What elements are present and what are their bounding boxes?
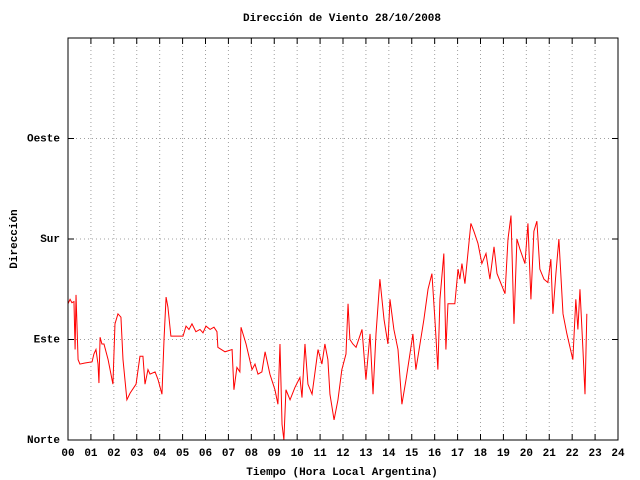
x-tick-label: 09 [268, 448, 281, 460]
x-tick-label: 08 [245, 448, 259, 460]
y-tick-label: Sur [40, 234, 60, 246]
y-axis-label: Dirección [9, 209, 21, 268]
x-tick-label: 00 [61, 448, 74, 460]
x-tick-label: 18 [474, 448, 488, 460]
x-tick-label: 23 [588, 448, 602, 460]
x-tick-label: 14 [382, 448, 396, 460]
y-tick-label: Oeste [27, 133, 60, 145]
x-tick-label: 22 [566, 448, 579, 460]
x-tick-label: 13 [359, 448, 373, 460]
x-tick-label: 19 [497, 448, 510, 460]
x-tick-label: 06 [199, 448, 212, 460]
x-tick-label: 16 [428, 448, 441, 460]
x-tick-label: 01 [84, 448, 98, 460]
x-tick-label: 20 [520, 448, 533, 460]
x-tick-label: 15 [405, 448, 419, 460]
x-tick-label: 03 [130, 448, 144, 460]
x-tick-label: 10 [291, 448, 304, 460]
x-tick-label: 17 [451, 448, 464, 460]
y-tick-label: Este [34, 334, 61, 346]
x-tick-label: 04 [153, 448, 167, 460]
plot-border [67, 37, 619, 441]
x-tick-label: 12 [336, 448, 349, 460]
chart-title: Dirección de Viento 28/10/2008 [243, 13, 441, 25]
x-tick-label: 11 [313, 448, 327, 460]
x-tick-label: 05 [176, 448, 190, 460]
x-tick-label: 21 [543, 448, 557, 460]
x-tick-label: 07 [222, 448, 235, 460]
y-tick-label: Norte [27, 435, 60, 447]
x-tick-label: 02 [107, 448, 120, 460]
x-axis-label: Tiempo (Hora Local Argentina) [246, 467, 437, 479]
x-tick-label: 24 [611, 448, 625, 460]
data-line [67, 215, 588, 441]
